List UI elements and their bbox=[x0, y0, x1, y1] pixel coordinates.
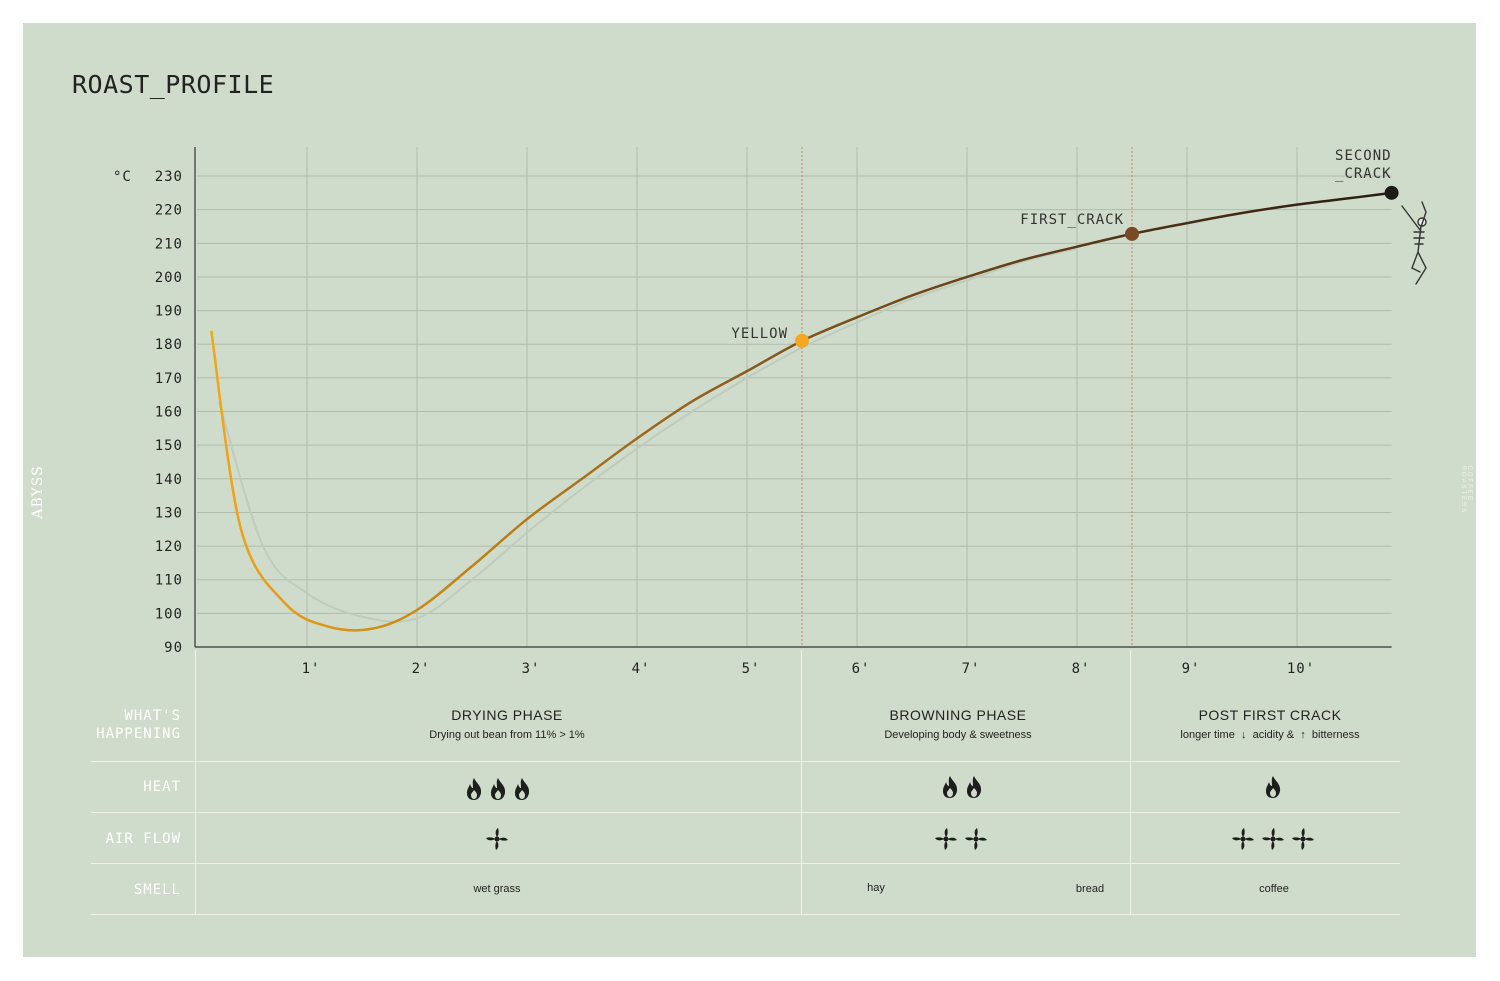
fan-icon bbox=[484, 826, 510, 857]
y-tick-label: 90 bbox=[164, 640, 183, 656]
phase-description: Drying out bean from 11% > 1% bbox=[429, 729, 585, 741]
reference-curve bbox=[218, 247, 1078, 623]
phase-title: DRYING PHASE bbox=[451, 707, 563, 723]
y-tick-label: 200 bbox=[155, 270, 183, 286]
x-tick-label: 3' bbox=[522, 661, 541, 677]
page-title: ROAST_PROFILE bbox=[72, 70, 275, 99]
column-divider bbox=[1130, 650, 1131, 914]
x-tick-label: 2' bbox=[412, 661, 431, 677]
row-divider bbox=[91, 914, 1400, 915]
flame-icon bbox=[940, 775, 960, 804]
row-divider bbox=[91, 761, 1400, 762]
airflow-icons bbox=[1230, 826, 1316, 857]
row-label-text: WHAT'S HAPPENING bbox=[96, 708, 181, 742]
y-tick-label: 230 bbox=[155, 169, 183, 185]
fan-icon bbox=[1290, 826, 1316, 857]
phase-description: Developing body & sweetness bbox=[884, 729, 1032, 741]
smell-coffee: coffee bbox=[1259, 883, 1289, 895]
x-tick-label: 4' bbox=[632, 661, 651, 677]
y-tick-label: 120 bbox=[155, 539, 183, 555]
column-divider bbox=[195, 650, 196, 914]
row-label-whats-happening: WHAT'S HAPPENING bbox=[80, 707, 181, 743]
event-point bbox=[1125, 226, 1139, 241]
y-tick-label: 140 bbox=[155, 472, 183, 488]
heat-icons bbox=[940, 775, 984, 804]
flame-icon bbox=[464, 777, 484, 806]
y-axis-unit-label: °C bbox=[113, 169, 132, 185]
roast-curve bbox=[210, 191, 1392, 632]
flame-icon bbox=[964, 775, 984, 804]
airflow-icons bbox=[933, 826, 989, 857]
x-tick-label: 6' bbox=[852, 661, 871, 677]
y-tick-label: 100 bbox=[155, 606, 183, 622]
row-label-air-flow: AIR FLOW bbox=[105, 831, 181, 847]
phase-description: longer time ↓ acidity & ↑ bitterness bbox=[1180, 729, 1359, 741]
event-point bbox=[795, 333, 809, 348]
x-tick-label: 10' bbox=[1287, 661, 1315, 677]
y-tick-label: 170 bbox=[155, 371, 183, 387]
y-tick-label: 150 bbox=[155, 438, 183, 454]
column-divider bbox=[801, 650, 802, 914]
drying-phase-info: DRYING PHASE Drying out bean from 11% > … bbox=[429, 707, 584, 741]
x-tick-label: 1' bbox=[302, 661, 321, 677]
row-divider bbox=[91, 812, 1400, 813]
event-label: _CRACK bbox=[1335, 166, 1392, 182]
heat-icons bbox=[464, 777, 532, 806]
event-label: YELLOW bbox=[731, 326, 788, 342]
y-tick-label: 220 bbox=[155, 203, 183, 219]
y-tick-label: 160 bbox=[155, 405, 183, 421]
row-label-smell: SMELL bbox=[133, 882, 181, 898]
event-point bbox=[1384, 185, 1399, 200]
event-label: SECOND bbox=[1335, 148, 1392, 164]
y-tick-label: 210 bbox=[155, 236, 183, 252]
arrow-down-icon: ↓ bbox=[1237, 729, 1250, 741]
airflow-icons bbox=[484, 826, 510, 857]
x-tick-label: 7' bbox=[962, 661, 981, 677]
x-tick-label: 8' bbox=[1072, 661, 1091, 677]
phase-title: BROWNING PHASE bbox=[889, 707, 1027, 723]
heat-icons bbox=[1263, 775, 1283, 804]
flame-icon bbox=[488, 777, 508, 806]
poster-background bbox=[23, 23, 1476, 957]
row-label-heat: HEAT bbox=[143, 779, 181, 795]
browning-phase-info: BROWNING PHASE Developing body & sweetne… bbox=[884, 707, 1031, 741]
desc-part: longer time bbox=[1180, 729, 1235, 741]
smell-wet-grass: wet grass bbox=[473, 883, 521, 895]
row-divider bbox=[91, 863, 1400, 864]
x-tick-label: 9' bbox=[1182, 661, 1201, 677]
smell-hay: hay bbox=[867, 882, 885, 894]
flame-icon bbox=[512, 777, 532, 806]
desc-part: bitterness bbox=[1311, 729, 1360, 741]
phase-title: POST FIRST CRACK bbox=[1198, 707, 1342, 723]
fan-icon bbox=[963, 826, 989, 857]
fan-icon bbox=[1230, 826, 1256, 857]
flame-icon bbox=[1263, 775, 1283, 804]
post-first-crack-info: POST FIRST CRACK longer time ↓ acidity &… bbox=[1180, 707, 1359, 741]
y-tick-label: 130 bbox=[155, 505, 183, 521]
y-tick-label: 190 bbox=[155, 304, 183, 320]
x-tick-label: 5' bbox=[742, 661, 761, 677]
fan-icon bbox=[1260, 826, 1286, 857]
y-tick-label: 110 bbox=[155, 573, 183, 589]
arrow-up-icon: ↑ bbox=[1297, 729, 1309, 741]
smell-bread: bread bbox=[1075, 883, 1105, 895]
event-label: FIRST_CRACK bbox=[1020, 212, 1124, 228]
y-tick-label: 180 bbox=[155, 337, 183, 353]
desc-part: acidity & bbox=[1252, 729, 1295, 741]
skeleton-icon bbox=[1401, 201, 1427, 285]
fan-icon bbox=[933, 826, 959, 857]
